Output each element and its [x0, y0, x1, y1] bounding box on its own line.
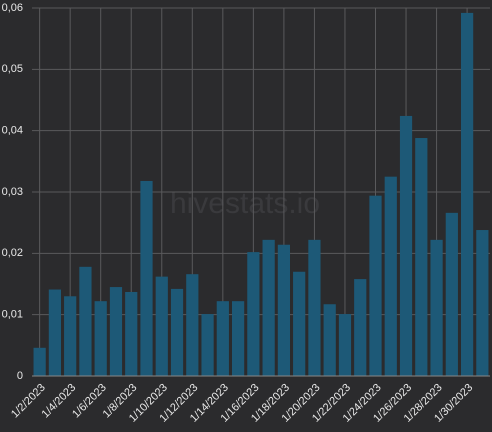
- bar: [48, 289, 62, 376]
- bar: [140, 180, 153, 376]
- bar: [262, 239, 275, 376]
- bar: [155, 276, 168, 376]
- bar: [354, 279, 367, 376]
- y-tick-label: 0,06: [2, 2, 23, 14]
- bar: [216, 301, 229, 376]
- y-tick-label: 0,02: [2, 247, 23, 259]
- bar: [201, 314, 214, 376]
- y-tick-label: 0,01: [2, 309, 23, 321]
- bar: [231, 301, 245, 376]
- y-tick-label: 0: [17, 370, 23, 382]
- bar: [94, 301, 107, 376]
- bar: [64, 296, 77, 376]
- bar: [384, 176, 397, 376]
- bar: [293, 271, 306, 376]
- bar: [460, 12, 474, 376]
- bar: [247, 252, 260, 376]
- y-tick-label: 0,04: [2, 125, 23, 137]
- bar: [79, 266, 92, 376]
- bar: [170, 288, 184, 376]
- y-tick-label: 0,05: [2, 63, 23, 75]
- bar: [323, 304, 336, 376]
- bar: [308, 239, 321, 376]
- bar: [430, 239, 443, 376]
- bar: [476, 230, 489, 376]
- bar: [33, 347, 46, 376]
- bar: [399, 115, 413, 377]
- bar: [338, 314, 352, 376]
- y-tick-label: 0,03: [2, 186, 23, 198]
- bar: [125, 291, 138, 376]
- bar: [415, 138, 428, 376]
- bar: [277, 244, 291, 376]
- bar: [445, 212, 458, 376]
- bar: [109, 287, 123, 376]
- bar: [369, 195, 382, 376]
- bar: [186, 274, 199, 376]
